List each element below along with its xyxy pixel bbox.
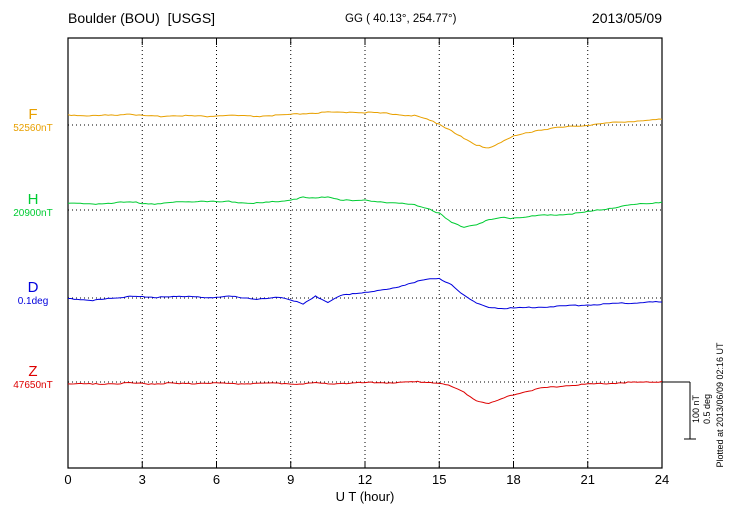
- plotted-at-note: Plotted at 2013/06/09 02:16 UT: [715, 342, 725, 468]
- channel-letter-d: D: [27, 279, 39, 296]
- x-tick-label: 0: [64, 472, 72, 487]
- channel-letter-h: H: [27, 191, 39, 208]
- channel-label-z: Z 47650nT: [2, 363, 64, 392]
- plot-date: 2013/05/09: [591, 10, 662, 26]
- channel-baseline-d: 0.1deg: [17, 296, 49, 308]
- channel-label-h: H 20900nT: [2, 191, 64, 220]
- x-axis-title: U T (hour): [335, 489, 395, 504]
- channel-baseline-h: 20900nT: [13, 208, 53, 220]
- channel-letter-z: Z: [28, 363, 38, 380]
- channel-label-d: D 0.1deg: [2, 279, 64, 308]
- x-tick-label: 12: [357, 472, 373, 487]
- geographic-coordinates: GG ( 40.13°, 254.77°): [345, 13, 457, 25]
- x-tick-label: 6: [212, 472, 221, 487]
- x-tick-label: 3: [138, 472, 146, 487]
- x-tick-label: 21: [580, 472, 595, 487]
- x-tick-label: 18: [506, 472, 521, 487]
- scalebar-label-deg: 0.5 deg: [702, 393, 712, 425]
- scalebar-label-nt: 100 nT: [691, 394, 701, 424]
- channel-letter-f: F: [28, 106, 38, 123]
- x-tick-label: 15: [432, 472, 447, 487]
- channel-label-f: F 52560nT: [2, 106, 64, 135]
- x-tick-label: 9: [287, 472, 295, 487]
- station-title: Boulder (BOU) [USGS]: [68, 10, 216, 26]
- x-tick-label: 24: [654, 472, 670, 487]
- channel-baseline-f: 52560nT: [13, 123, 53, 135]
- channel-baseline-z: 47650nT: [13, 380, 53, 392]
